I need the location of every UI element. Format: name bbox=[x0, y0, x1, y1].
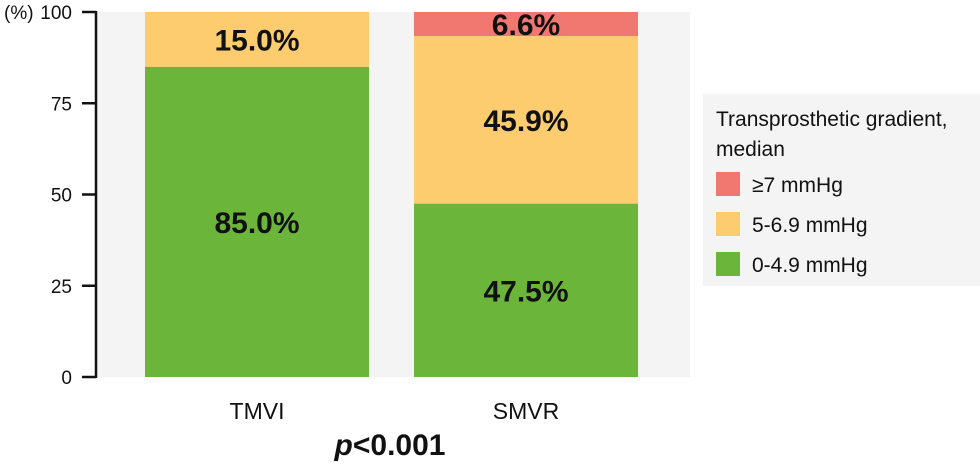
y-tick-label: 0 bbox=[61, 368, 72, 389]
data-label: 6.6% bbox=[492, 9, 560, 42]
legend-item-label: ≥7 mmHg bbox=[752, 174, 843, 197]
bar-segment bbox=[145, 12, 369, 67]
y-axis-unit-label: (%) bbox=[4, 3, 34, 24]
y-tick-label: 25 bbox=[51, 277, 72, 298]
legend-background bbox=[703, 94, 980, 286]
data-label: 47.5% bbox=[483, 275, 568, 308]
data-label: 15.0% bbox=[214, 24, 299, 57]
legend-swatch bbox=[716, 172, 740, 196]
bar-segment bbox=[145, 66, 369, 377]
p-value-annotation: p<0.001 bbox=[334, 429, 446, 462]
legend-item-label: 5-6.9 mmHg bbox=[752, 214, 868, 237]
legend-title-line1: Transprosthetic gradient, bbox=[716, 108, 948, 131]
legend-title-line2: median bbox=[716, 138, 785, 161]
y-tick-label: 75 bbox=[51, 94, 72, 115]
bar-segment bbox=[414, 12, 638, 37]
p-symbol: p bbox=[334, 429, 353, 462]
legend-swatch bbox=[716, 212, 740, 236]
bar-segment bbox=[414, 203, 638, 377]
x-category-label: TMVI bbox=[230, 398, 285, 424]
legend-item-label: 0-4.9 mmHg bbox=[752, 254, 868, 277]
p-value: <0.001 bbox=[353, 429, 446, 462]
data-label: 45.9% bbox=[483, 105, 568, 138]
legend: Transprosthetic gradient, median ≥7 mmHg… bbox=[703, 94, 980, 286]
bar-segment bbox=[414, 36, 638, 204]
y-tick-label: 100 bbox=[40, 3, 72, 24]
legend-swatch bbox=[716, 252, 740, 276]
y-tick-label: 50 bbox=[51, 186, 72, 207]
data-label: 85.0% bbox=[214, 207, 299, 240]
x-category-label: SMVR bbox=[493, 398, 559, 424]
